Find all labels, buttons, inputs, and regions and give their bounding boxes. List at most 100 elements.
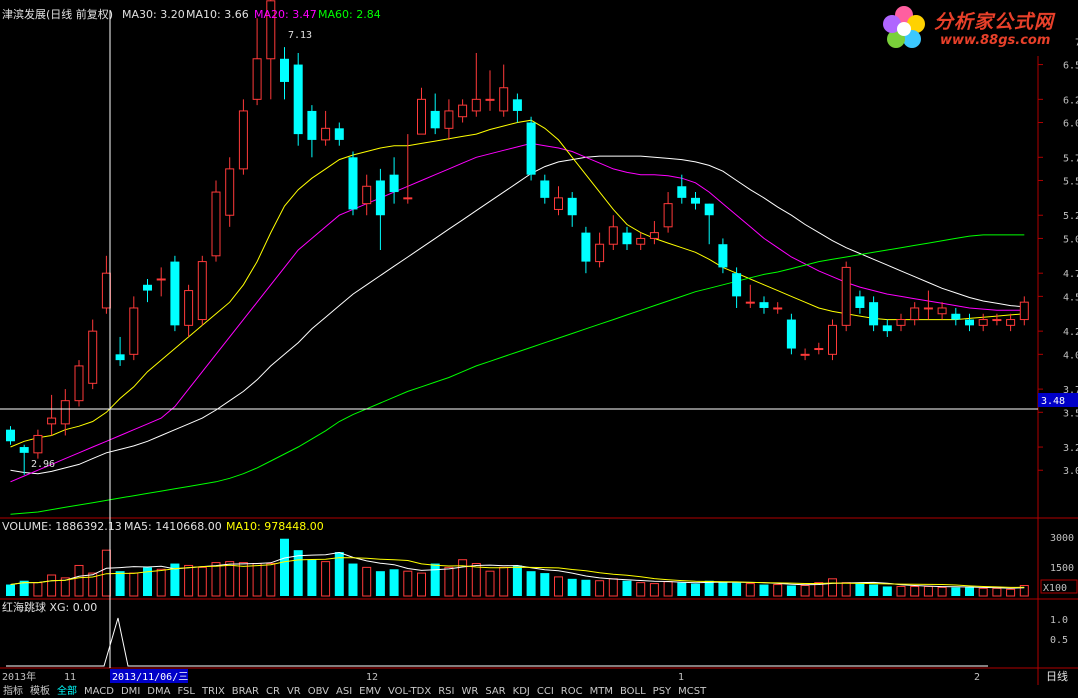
- tab-全部[interactable]: 全部: [57, 686, 77, 697]
- candle-body[interactable]: [129, 307, 139, 355]
- tab-vol-tdx[interactable]: VOL-TDX: [387, 686, 432, 697]
- tab-cr[interactable]: CR: [266, 686, 280, 697]
- tab-trix[interactable]: TRIX: [201, 686, 225, 697]
- tab-emv[interactable]: EMV: [359, 686, 381, 697]
- candle-body[interactable]: [375, 180, 385, 216]
- candle-body[interactable]: [197, 261, 207, 321]
- candle-body[interactable]: [800, 353, 810, 356]
- candle-body[interactable]: [677, 186, 687, 198]
- tab-roc[interactable]: ROC: [560, 686, 583, 697]
- candle-body[interactable]: [526, 122, 536, 175]
- tab-sar[interactable]: SAR: [485, 686, 506, 697]
- candle-body[interactable]: [471, 98, 481, 112]
- candle-body[interactable]: [937, 307, 947, 315]
- candle-body[interactable]: [1006, 319, 1016, 326]
- candle-body[interactable]: [6, 429, 15, 442]
- tab-指标[interactable]: 指标: [3, 686, 23, 697]
- candle-body[interactable]: [403, 197, 413, 200]
- candle-body[interactable]: [47, 417, 57, 425]
- candle-body[interactable]: [759, 302, 769, 308]
- candle-body[interactable]: [828, 324, 837, 355]
- candle-body[interactable]: [718, 244, 728, 268]
- indicator-panel[interactable]: [6, 617, 988, 667]
- period-label[interactable]: 日线: [1046, 669, 1068, 683]
- candle-body[interactable]: [321, 127, 331, 141]
- candle-body[interactable]: [430, 110, 440, 129]
- candle-body[interactable]: [293, 64, 303, 135]
- candle-body[interactable]: [143, 284, 152, 291]
- tab-brar[interactable]: BRAR: [231, 686, 259, 697]
- candle-body[interactable]: [965, 319, 974, 326]
- tab-mcst[interactable]: MCST: [678, 686, 707, 697]
- candle-body[interactable]: [869, 302, 879, 326]
- candle-body[interactable]: [1019, 301, 1029, 321]
- candle-body[interactable]: [444, 110, 454, 129]
- candle-body[interactable]: [649, 232, 659, 239]
- candle-body[interactable]: [910, 307, 920, 321]
- candle-body[interactable]: [184, 290, 194, 326]
- candle-body[interactable]: [362, 185, 372, 205]
- candle-body[interactable]: [19, 447, 29, 453]
- candle-body[interactable]: [978, 319, 988, 326]
- candle-body[interactable]: [732, 273, 742, 297]
- candle-body[interactable]: [581, 232, 591, 262]
- candle-body[interactable]: [786, 319, 796, 349]
- tab-dma[interactable]: DMA: [147, 686, 171, 697]
- candle-body[interactable]: [992, 319, 1002, 322]
- candle-body[interactable]: [567, 197, 577, 216]
- candle-body[interactable]: [156, 278, 166, 281]
- price-panel[interactable]: [6, 0, 1029, 515]
- tab-rsi[interactable]: RSI: [438, 686, 455, 697]
- tab-mtm[interactable]: MTM: [589, 686, 613, 697]
- candle-body[interactable]: [704, 203, 714, 216]
- candle-body[interactable]: [608, 226, 618, 245]
- candle-body[interactable]: [773, 307, 783, 310]
- candle-body[interactable]: [88, 330, 98, 384]
- tab-obv[interactable]: OBV: [307, 686, 329, 697]
- tab-macd[interactable]: MACD: [84, 686, 114, 697]
- tab-asi[interactable]: ASI: [336, 686, 353, 697]
- candle-body[interactable]: [554, 197, 563, 210]
- candle-body[interactable]: [225, 168, 235, 216]
- candle-body[interactable]: [389, 174, 399, 193]
- tab-dmi[interactable]: DMI: [120, 686, 141, 697]
- tab-cci[interactable]: CCI: [536, 686, 554, 697]
- candle-body[interactable]: [882, 325, 892, 332]
- candle-body[interactable]: [814, 348, 824, 351]
- tab-wr[interactable]: WR: [461, 686, 479, 697]
- candle-body[interactable]: [33, 434, 43, 454]
- candle-body[interactable]: [841, 266, 851, 326]
- candle-body[interactable]: [485, 98, 495, 101]
- candle-body[interactable]: [348, 157, 358, 210]
- volume-panel[interactable]: [6, 538, 1029, 597]
- candle-body[interactable]: [211, 191, 221, 257]
- candle-body[interactable]: [540, 180, 550, 198]
- tab-fsl[interactable]: FSL: [177, 686, 195, 697]
- candle-body[interactable]: [499, 87, 509, 112]
- candle-body[interactable]: [896, 319, 906, 326]
- candle-body[interactable]: [60, 400, 70, 425]
- candle-body[interactable]: [855, 296, 865, 308]
- candle-body[interactable]: [636, 237, 646, 245]
- candle-body[interactable]: [252, 58, 262, 100]
- tab-psy[interactable]: PSY: [652, 686, 672, 697]
- candle-body[interactable]: [745, 301, 755, 304]
- candle-body[interactable]: [512, 99, 522, 111]
- tab-kdj[interactable]: KDJ: [512, 686, 530, 697]
- candle-body[interactable]: [663, 203, 673, 228]
- candle-body[interactable]: [691, 197, 700, 204]
- candle-body[interactable]: [334, 128, 344, 140]
- candle-body[interactable]: [923, 307, 933, 310]
- candle-body[interactable]: [951, 313, 961, 320]
- tab-boll[interactable]: BOLL: [619, 686, 646, 697]
- candle-body[interactable]: [307, 110, 317, 140]
- candle-body[interactable]: [266, 0, 276, 60]
- candle-body[interactable]: [458, 104, 468, 118]
- candle-body[interactable]: [595, 243, 605, 263]
- candle-body[interactable]: [170, 261, 180, 326]
- candle-body[interactable]: [417, 98, 426, 135]
- candle-body[interactable]: [101, 272, 111, 309]
- candle-body[interactable]: [74, 365, 84, 402]
- candle-body[interactable]: [280, 58, 289, 82]
